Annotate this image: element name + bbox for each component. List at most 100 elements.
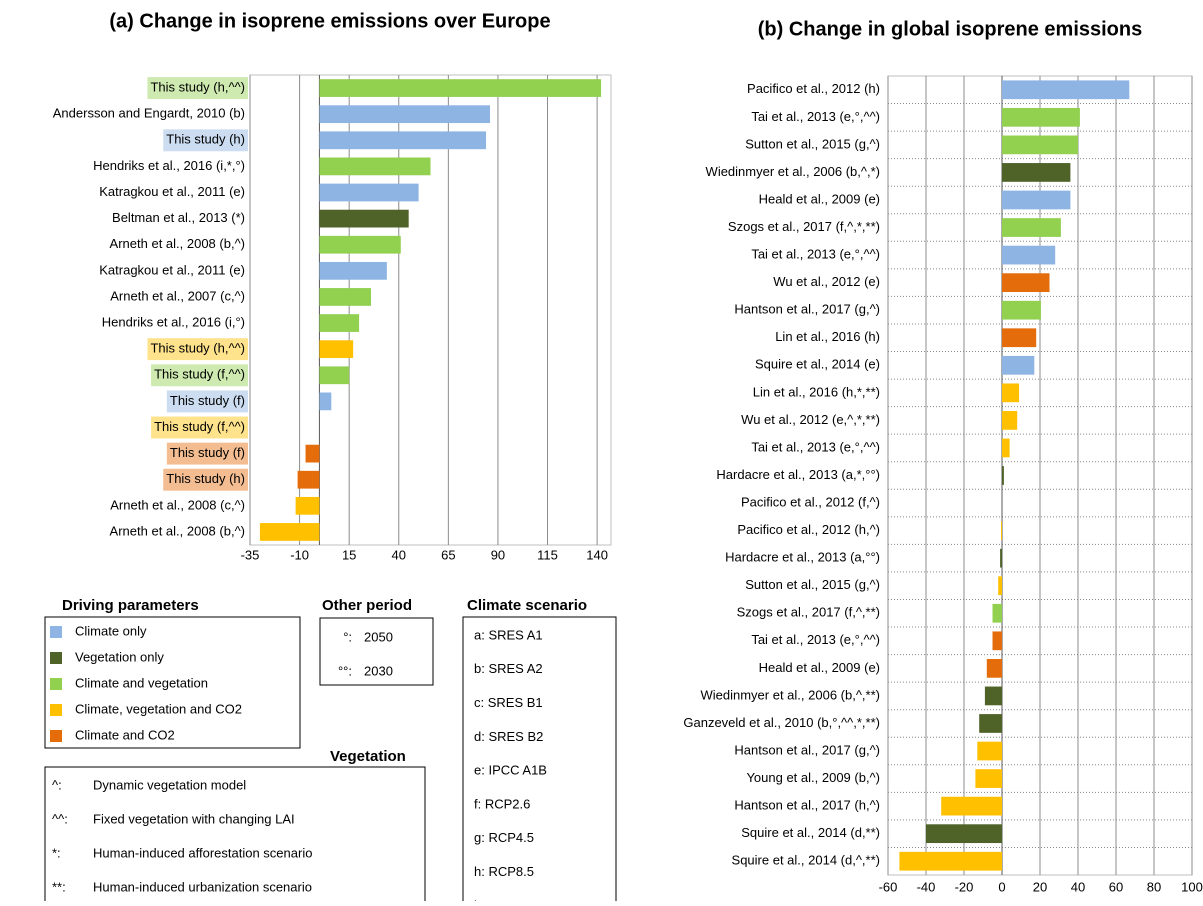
bar (319, 131, 487, 150)
category-label: Young et al., 2009 (b,^) (746, 770, 880, 785)
legend-label: Climate only (75, 623, 147, 638)
category-label: Tai et al., 2013 (e,°,^^) (751, 109, 880, 124)
bar (319, 340, 354, 359)
chart-title: (b) Change in global isoprene emissions (758, 18, 1143, 40)
bar (1002, 328, 1037, 348)
legend-title: Driving parameters (62, 597, 199, 614)
category-label: Hantson et al., 2017 (h,^) (734, 798, 880, 813)
x-tick-label: 0 (998, 879, 1005, 894)
category-label: Lin et al., 2016 (h) (775, 329, 880, 344)
legend-swatch (50, 730, 62, 742)
category-label: Tai et al., 2013 (e,°,^^) (751, 247, 880, 262)
bar (977, 741, 1002, 761)
category-label: Wiedinmyer et al., 2006 (b,^,**) (700, 687, 880, 702)
legend-symbol: °: (343, 629, 352, 644)
x-tick-label: 15 (342, 547, 356, 562)
bar (992, 603, 1002, 623)
bar (979, 714, 1002, 733)
bar (1001, 521, 1002, 540)
x-tick-label: -35 (241, 547, 260, 562)
bar (998, 576, 1002, 596)
category-label: Andersson and Engardt, 2010 (b) (53, 106, 245, 121)
legend-symbol: ^: (52, 777, 62, 792)
legend-title: Other period (322, 597, 412, 614)
bar (1002, 411, 1018, 430)
bar (1002, 355, 1035, 375)
bar (319, 314, 360, 332)
legend-label: f: RCP2.6 (474, 796, 530, 811)
label-highlight (163, 468, 248, 491)
label-highlight (151, 416, 248, 439)
category-label: Pacifico et al., 2012 (f,^) (741, 494, 880, 509)
legend-label: Human-induced afforestation scenario (93, 845, 312, 860)
category-label: Katragkou et al., 2011 (e) (99, 262, 245, 277)
category-label: This study (f,^^) (154, 419, 245, 434)
category-label: Squire et al., 2014 (d,**) (741, 825, 880, 840)
legend-label: h: RCP8.5 (474, 864, 534, 879)
category-label: Sutton et al., 2015 (g,^) (745, 136, 880, 151)
category-label: Szogs et al., 2017 (f,^,*,**) (728, 219, 880, 234)
bar (941, 796, 1002, 816)
legend-box (319, 617, 434, 686)
legend-box (462, 616, 617, 906)
category-label: This study (f,^^) (154, 367, 245, 382)
x-tick-label: -40 (917, 879, 936, 894)
bar (1002, 80, 1130, 100)
bar (319, 157, 431, 176)
category-label: Hardacre et al., 2013 (a,°°) (725, 550, 880, 565)
category-label: Tai et al., 2013 (e,°,^^) (751, 439, 880, 454)
bar (1002, 245, 1056, 265)
category-label: This study (f) (170, 445, 245, 460)
label-highlight (147, 338, 248, 361)
bar (1002, 190, 1071, 210)
bar (319, 288, 371, 306)
legend-label: d: SRES B2 (474, 729, 543, 744)
bar (319, 392, 332, 411)
category-label: This study (f) (170, 393, 245, 408)
legend-label: b: SRES A2 (474, 661, 543, 676)
legend-label: c: SRES B1 (474, 695, 543, 710)
category-label: Hendriks et al., 2016 (i,*,°) (93, 158, 245, 173)
bar (1002, 273, 1050, 293)
x-tick-label: 100 (1181, 879, 1203, 894)
legend-label: Climate, vegetation and CO2 (75, 701, 242, 716)
category-label: Heald et al., 2009 (e) (759, 660, 880, 675)
category-label: Ganzeveld et al., 2010 (b,°,^^,*,**) (683, 715, 880, 730)
category-label: Pacifico et al., 2012 (h,^) (737, 522, 880, 537)
legend-label: Vegetation only (75, 649, 164, 664)
bar (319, 105, 491, 124)
bar (319, 235, 401, 254)
category-label: Tai et al., 2013 (e,°,^^) (751, 632, 880, 647)
category-label: Beltman et al., 2013 (*) (112, 210, 245, 225)
bar (984, 686, 1002, 706)
legend-swatch (50, 652, 62, 664)
legend-symbol: *: (52, 845, 61, 860)
bar (259, 523, 320, 541)
legend-box (44, 616, 301, 749)
category-label: Hendriks et al., 2016 (i,°) (102, 314, 245, 329)
legend-label: 2050 (364, 629, 393, 644)
x-tick-label: -10 (290, 547, 309, 562)
category-label: Arneth et al., 2008 (b,^) (110, 523, 245, 538)
x-tick-label: 115 (537, 547, 558, 562)
bar (986, 658, 1002, 678)
bar (1002, 300, 1041, 320)
label-highlight (147, 77, 248, 100)
category-label: This study (h) (166, 132, 245, 147)
bar (305, 444, 320, 463)
bar (1002, 438, 1010, 458)
legend-label: Dynamic vegetation model (93, 777, 246, 792)
x-tick-label: 65 (441, 547, 455, 562)
label-highlight (166, 442, 248, 465)
x-tick-label: 140 (586, 547, 608, 562)
x-tick-label: 20 (1033, 879, 1047, 894)
bar (1002, 466, 1004, 485)
bar (1002, 163, 1071, 182)
legend-label: e: IPCC A1B (474, 763, 547, 778)
legend-title: Vegetation (330, 748, 406, 765)
legend-swatch (50, 704, 62, 716)
legend-symbol: ^^: (52, 811, 68, 826)
x-tick-label: 80 (1147, 879, 1161, 894)
legend-label: 2030 (364, 663, 393, 678)
